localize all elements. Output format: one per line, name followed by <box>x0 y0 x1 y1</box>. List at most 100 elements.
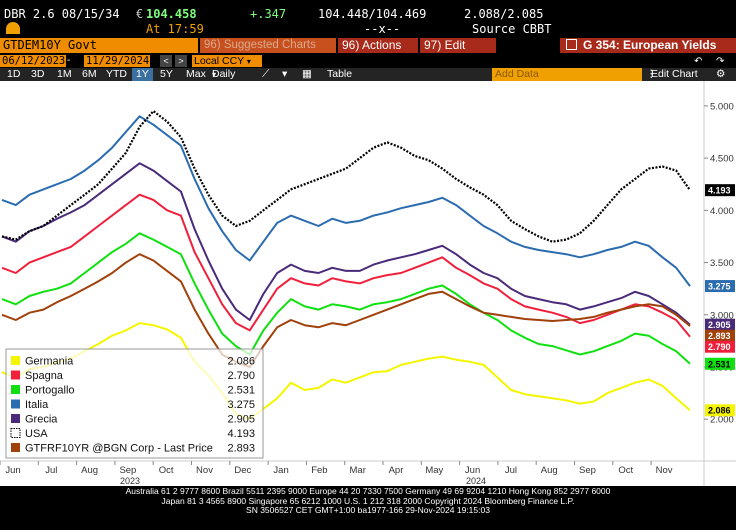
tf-ytd[interactable]: YTD <box>106 68 127 80</box>
last-value-label-portogallo: 2.531 <box>708 359 731 369</box>
footer-line-2: Japan 81 3 4565 8900 Singapore 65 6212 1… <box>161 495 575 506</box>
y-tick-label: 4.000 <box>710 206 734 217</box>
x-tick-label: Jun <box>465 465 480 476</box>
tf-5y[interactable]: 5Y <box>160 68 173 80</box>
series-line-portogallo <box>1 232 691 365</box>
x-tick-label: Jun <box>5 465 20 476</box>
legend-swatch-france <box>11 443 20 452</box>
tf-max[interactable]: Max <box>186 68 206 80</box>
legend-value-italia: 3.275 <box>227 399 255 411</box>
edit-chart-button[interactable]: Edit Chart <box>651 68 698 80</box>
legend-swatch-grecia <box>11 414 20 423</box>
last-value-label-france: 2.893 <box>708 331 731 341</box>
series-line-usa <box>1 110 691 243</box>
add-data-input[interactable]: Add Data <box>492 68 642 81</box>
y-tick-label: 2.000 <box>710 415 734 426</box>
last-value-label-spagna: 2.790 <box>708 342 731 352</box>
x-tick-label: Sep <box>119 465 136 476</box>
last-price: 104.458 <box>146 7 197 21</box>
x-tick-label: Jul <box>45 465 57 476</box>
suggested-charts-button[interactable]: 96) Suggested Charts <box>200 38 336 53</box>
currency-label: Local CCY <box>194 55 244 67</box>
last-value-tag-usa <box>705 184 735 197</box>
x-tick-label: Apr <box>389 465 404 476</box>
quote-bar: DBR 2.6 08/15/34 € 104.458 +.347 104.448… <box>0 0 736 38</box>
start-date-field[interactable]: 06/12/2023 <box>0 55 66 67</box>
y-tick-label: 4.500 <box>710 154 734 165</box>
yields: 2.088/2.085 <box>464 7 544 21</box>
actions-menu[interactable]: 96) Actions <box>338 38 418 53</box>
series-line-germania <box>1 322 691 421</box>
x-tick-label: Oct <box>159 465 174 476</box>
footer-line-3: SN 3506527 CET GMT+1:00 ba1977-166 29-No… <box>246 505 490 515</box>
last-value-tag-spagna <box>705 340 735 353</box>
last-value-tag-portogallo <box>705 357 735 370</box>
tf-1m[interactable]: 1M <box>57 68 72 80</box>
year-label: 2023 <box>120 476 140 486</box>
yield-chart: 2.0002.5003.0003.5004.0004.5005.0004.193… <box>0 81 736 486</box>
x-tick-label: Oct <box>618 465 633 476</box>
x-tick-label: Nov <box>656 465 673 476</box>
x-tick-label: Aug <box>541 465 558 476</box>
last-value-tag-italia <box>705 280 735 293</box>
settings-icon[interactable]: ⚙ <box>716 68 726 80</box>
legend-swatch-italia <box>11 399 20 409</box>
redo-icon[interactable]: ↷ <box>716 56 725 67</box>
series-line-france <box>1 253 691 368</box>
currency-select[interactable]: Local CCY ▾ <box>192 55 262 67</box>
series-line-grecia <box>1 162 691 326</box>
y-tick-label: 3.500 <box>710 258 734 269</box>
undo-icon[interactable]: ↶ <box>694 56 703 67</box>
chart-area: 2.0002.5003.0003.5004.0004.5005.0004.193… <box>0 81 736 486</box>
edit-menu[interactable]: 97) Edit <box>420 38 496 53</box>
footer: Australia 61 2 9777 8600 Brazil 5511 239… <box>0 486 736 530</box>
x-tick-label: Jan <box>273 465 288 476</box>
ticker-field[interactable]: GTDEM10Y Govt <box>0 38 198 53</box>
x-tick-label: Mar <box>350 465 366 476</box>
end-date-field[interactable]: 11/29/2024 <box>84 55 150 67</box>
tf-6m[interactable]: 6M <box>82 68 97 80</box>
prev-period-icon[interactable]: < <box>160 55 172 67</box>
gauge-icon[interactable] <box>6 22 20 34</box>
legend-value-france: 2.893 <box>227 443 255 455</box>
last-value-label-germania: 2.086 <box>708 406 731 416</box>
chart-type-chevron-icon[interactable]: ▾ <box>282 68 288 80</box>
x-tick-label: Jul <box>505 465 517 476</box>
time-label: At 17:59 <box>146 22 204 36</box>
table-button[interactable]: Table <box>327 68 353 80</box>
legend-label-portogallo: Portogallo <box>25 385 75 397</box>
tf-3d[interactable]: 3D <box>31 68 45 80</box>
last-value-tag-france <box>705 329 735 342</box>
chevron-down-icon: ▾ <box>212 70 217 79</box>
next-period-icon[interactable]: > <box>175 55 187 67</box>
footer-line-1: Australia 61 2 9777 8600 Brazil 5511 239… <box>125 486 611 496</box>
year-label: 2024 <box>466 476 486 486</box>
chart-title-bar: G 354: European Yields <box>560 38 736 53</box>
table-icon[interactable]: ▦ <box>302 68 312 80</box>
x-tick-label: Sep <box>579 465 596 476</box>
x-tick-label: May <box>425 465 443 476</box>
x-tick-label: Feb <box>311 465 327 476</box>
last-value-tag-grecia <box>705 318 735 331</box>
tf-1y[interactable]: 1Y <box>132 68 153 81</box>
x-tick-label: Aug <box>81 465 98 476</box>
source-label: Source CBBT <box>472 22 552 36</box>
last-value-label-grecia: 2.905 <box>708 320 731 330</box>
legend-swatch-germania <box>11 356 20 365</box>
date-dash: - <box>67 55 71 66</box>
legend-label-usa: USA <box>25 428 48 440</box>
series-line-italia <box>1 115 691 287</box>
legend-swatch-usa <box>10 428 21 438</box>
frequency-label: Daily <box>212 68 236 80</box>
external-link-icon[interactable] <box>566 39 577 50</box>
tf-1d[interactable]: 1D <box>7 68 21 80</box>
legend-label-spagna: Spagna <box>25 370 64 382</box>
x-tick-label: Dec <box>234 465 251 476</box>
legend-value-grecia: 2.905 <box>227 414 255 426</box>
legend-value-spagna: 2.790 <box>227 370 255 382</box>
more-icon[interactable]: ⋮ <box>646 68 657 80</box>
line-chart-icon[interactable]: ⟋ <box>262 68 270 80</box>
legend-label-grecia: Grecia <box>25 414 58 426</box>
price-change: +.347 <box>250 7 287 21</box>
y-tick-label: 3.000 <box>710 310 734 321</box>
